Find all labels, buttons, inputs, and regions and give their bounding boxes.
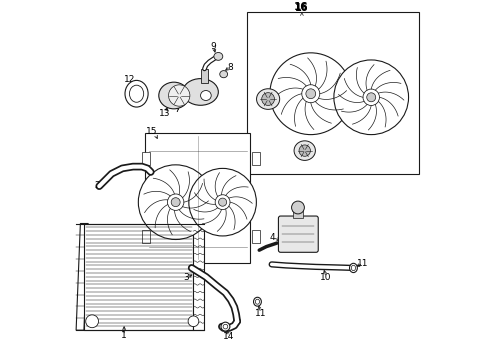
Circle shape bbox=[171, 198, 180, 207]
Circle shape bbox=[169, 85, 190, 106]
Ellipse shape bbox=[220, 71, 227, 78]
Ellipse shape bbox=[351, 265, 356, 271]
Ellipse shape bbox=[223, 324, 228, 329]
Circle shape bbox=[215, 195, 230, 210]
Circle shape bbox=[138, 165, 213, 239]
Text: 2: 2 bbox=[95, 181, 100, 190]
Bar bbox=[247, 12, 419, 174]
Bar bbox=[146, 133, 250, 262]
Ellipse shape bbox=[257, 89, 280, 109]
Text: 11: 11 bbox=[357, 259, 369, 268]
Text: 7: 7 bbox=[174, 105, 180, 114]
Text: 3: 3 bbox=[183, 273, 189, 282]
Ellipse shape bbox=[214, 53, 223, 60]
Text: 6: 6 bbox=[193, 95, 199, 104]
Ellipse shape bbox=[349, 263, 357, 273]
Circle shape bbox=[292, 201, 304, 214]
Bar bbox=[142, 230, 150, 243]
Circle shape bbox=[367, 93, 376, 102]
Ellipse shape bbox=[125, 80, 148, 107]
Circle shape bbox=[363, 89, 379, 105]
Ellipse shape bbox=[183, 78, 219, 105]
Bar bbox=[252, 152, 260, 165]
Circle shape bbox=[302, 85, 320, 103]
Polygon shape bbox=[76, 224, 88, 330]
Circle shape bbox=[219, 198, 227, 206]
Bar bbox=[200, 69, 208, 83]
Text: 9: 9 bbox=[211, 42, 217, 51]
Text: 16: 16 bbox=[294, 2, 308, 12]
Text: 11: 11 bbox=[255, 309, 267, 318]
Circle shape bbox=[189, 168, 256, 236]
Circle shape bbox=[334, 60, 409, 135]
Ellipse shape bbox=[129, 85, 144, 102]
Circle shape bbox=[86, 315, 98, 328]
Text: 8: 8 bbox=[227, 63, 233, 72]
Circle shape bbox=[299, 145, 311, 156]
FancyBboxPatch shape bbox=[278, 216, 318, 252]
Text: 14: 14 bbox=[223, 332, 235, 341]
Ellipse shape bbox=[200, 90, 211, 100]
Bar bbox=[293, 210, 303, 218]
Ellipse shape bbox=[221, 322, 230, 331]
Ellipse shape bbox=[255, 299, 260, 304]
Text: 4: 4 bbox=[270, 233, 275, 242]
Ellipse shape bbox=[159, 82, 189, 109]
Text: 1: 1 bbox=[121, 331, 127, 340]
Circle shape bbox=[188, 316, 199, 327]
Circle shape bbox=[262, 93, 274, 105]
Circle shape bbox=[168, 194, 184, 210]
Text: 12: 12 bbox=[124, 75, 135, 84]
Bar bbox=[142, 152, 150, 165]
Text: 15: 15 bbox=[146, 127, 158, 136]
Bar bbox=[252, 230, 260, 243]
Text: 16: 16 bbox=[295, 3, 309, 13]
Text: 13: 13 bbox=[159, 109, 171, 118]
Ellipse shape bbox=[294, 141, 316, 161]
Text: 10: 10 bbox=[320, 273, 332, 282]
Bar bbox=[84, 224, 194, 330]
Bar bbox=[194, 224, 204, 330]
Ellipse shape bbox=[253, 297, 261, 306]
Circle shape bbox=[270, 53, 352, 135]
Circle shape bbox=[306, 89, 316, 99]
Text: 5: 5 bbox=[291, 205, 297, 214]
